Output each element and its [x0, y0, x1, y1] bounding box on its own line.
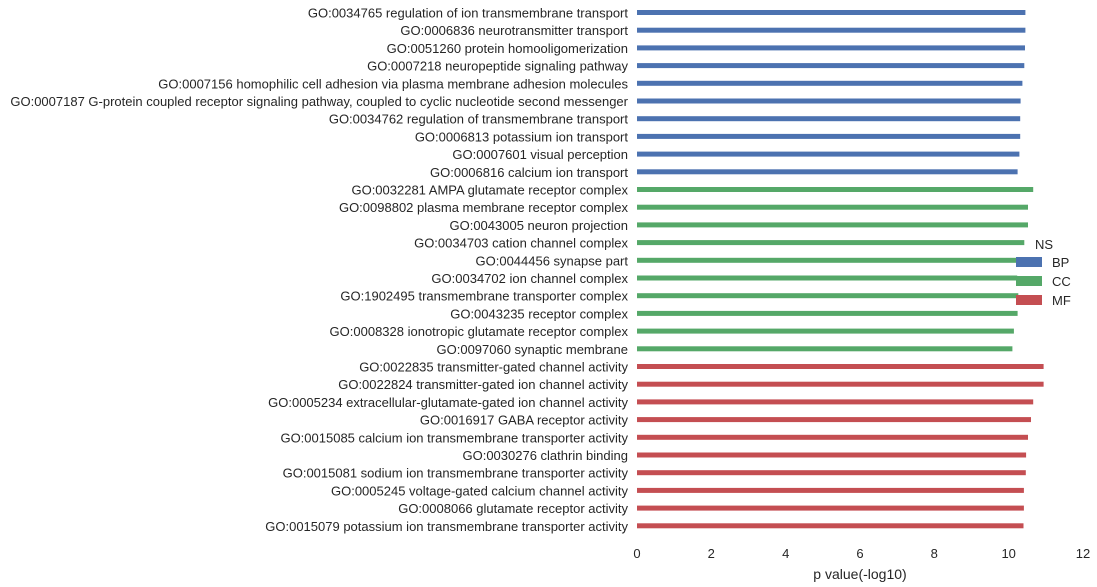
category-label: GO:0034762 regulation of transmembrane t…: [329, 112, 629, 127]
bar-mf: [637, 364, 1044, 369]
bar-cc: [637, 257, 1020, 263]
bar-bp: [637, 116, 1021, 122]
bar-cc: [637, 293, 1019, 299]
bar-mf: [637, 523, 1024, 529]
legend-title: NS: [1035, 237, 1053, 252]
bar-cc: [637, 240, 1025, 246]
bar-bp: [637, 98, 1021, 104]
x-tick-label: 6: [856, 546, 863, 561]
legend-label-cc: CC: [1052, 274, 1071, 289]
bar-mf: [637, 381, 1044, 387]
x-tick-label: 2: [708, 546, 715, 561]
bar-mf: [637, 487, 1024, 493]
legend-swatch-bp: [1016, 257, 1042, 267]
bar-cc: [637, 222, 1028, 228]
category-label: GO:0008066 glutamate receptor activity: [398, 501, 628, 516]
category-label: GO:0030276 clathrin binding: [462, 448, 628, 463]
bar-bp: [637, 10, 1026, 15]
legend: NS BP CC MF: [1016, 237, 1071, 308]
bar-bp: [637, 133, 1021, 139]
category-label: GO:0005234 extracellular-glutamate-gated…: [268, 395, 628, 410]
category-label: GO:0034765 regulation of ion transmembra…: [308, 6, 629, 21]
bar-mf: [637, 399, 1034, 405]
bar-bp: [637, 151, 1020, 157]
category-label: GO:0006836 neurotransmitter transport: [400, 23, 628, 38]
category-label: GO:0007218 neuropeptide signaling pathwa…: [367, 59, 628, 74]
x-tick-label: 10: [1001, 546, 1015, 561]
bar-cc: [637, 328, 1014, 334]
bar-cc: [637, 204, 1028, 210]
category-label: GO:0043235 receptor complex: [450, 306, 628, 321]
legend-label-mf: MF: [1052, 293, 1071, 308]
category-label: GO:0015081 sodium ion transmembrane tran…: [283, 466, 629, 481]
bar-bp: [637, 27, 1026, 33]
bar-mf: [637, 434, 1028, 440]
category-label: GO:0008328 ionotropic glutamate receptor…: [330, 324, 629, 339]
legend-swatch-cc: [1016, 276, 1042, 286]
category-label: GO:0016917 GABA receptor activity: [420, 413, 629, 428]
bar-bp: [637, 169, 1018, 175]
category-label: GO:0043005 neuron projection: [449, 218, 628, 233]
category-label: GO:0006816 calcium ion transport: [430, 165, 628, 180]
category-labels: GO:0034765 regulation of ion transmembra…: [10, 6, 628, 534]
bar-mf: [637, 452, 1027, 458]
category-label: GO:1902495 transmembrane transporter com…: [340, 289, 628, 304]
category-label: GO:0015085 calcium ion transmembrane tra…: [280, 430, 628, 445]
x-axis-ticks: 0 2 4 6 8 10 12: [633, 546, 1090, 561]
category-label: GO:0007187 G-protein coupled receptor si…: [10, 94, 628, 109]
category-label: GO:0097060 synaptic membrane: [437, 342, 629, 357]
x-tick-label: 4: [782, 546, 789, 561]
legend-swatch-mf: [1016, 295, 1042, 305]
category-label: GO:0007601 visual perception: [452, 147, 628, 162]
bar-bp: [637, 45, 1025, 51]
category-label: GO:0044456 synapse part: [476, 253, 629, 268]
x-tick-label: 12: [1076, 546, 1090, 561]
bar-cc: [637, 346, 1013, 352]
category-label: GO:0051260 protein homooligomerization: [387, 41, 628, 56]
x-axis-label: p value(-log10): [813, 566, 906, 582]
category-label: GO:0005245 voltage-gated calcium channel…: [331, 483, 629, 498]
category-label: GO:0034703 cation channel complex: [414, 236, 628, 251]
category-label: GO:0034702 ion channel complex: [431, 271, 628, 286]
bar-mf: [637, 505, 1024, 511]
category-label: GO:0022824 transmitter-gated ion channel…: [338, 377, 628, 392]
bar-cc: [637, 275, 1018, 281]
bar-cc: [637, 187, 1034, 192]
legend-label-bp: BP: [1052, 255, 1069, 270]
category-label: GO:0022835 transmitter-gated channel act…: [359, 360, 628, 375]
bar-bp: [637, 63, 1025, 69]
category-label: GO:0006813 potassium ion transport: [415, 129, 629, 144]
bars-group: [637, 10, 1044, 529]
bar-cc: [637, 310, 1018, 316]
category-label: GO:0007156 homophilic cell adhesion via …: [158, 76, 628, 91]
x-tick-label: 0: [633, 546, 640, 561]
category-label: GO:0098802 plasma membrane receptor comp…: [339, 200, 629, 215]
bar-mf: [637, 417, 1031, 423]
bar-bp: [637, 80, 1023, 86]
category-label: GO:0032281 AMPA glutamate receptor compl…: [351, 183, 628, 198]
category-label: GO:0015079 potassium ion transmembrane t…: [265, 519, 628, 534]
x-tick-label: 8: [931, 546, 938, 561]
bar-mf: [637, 470, 1026, 476]
